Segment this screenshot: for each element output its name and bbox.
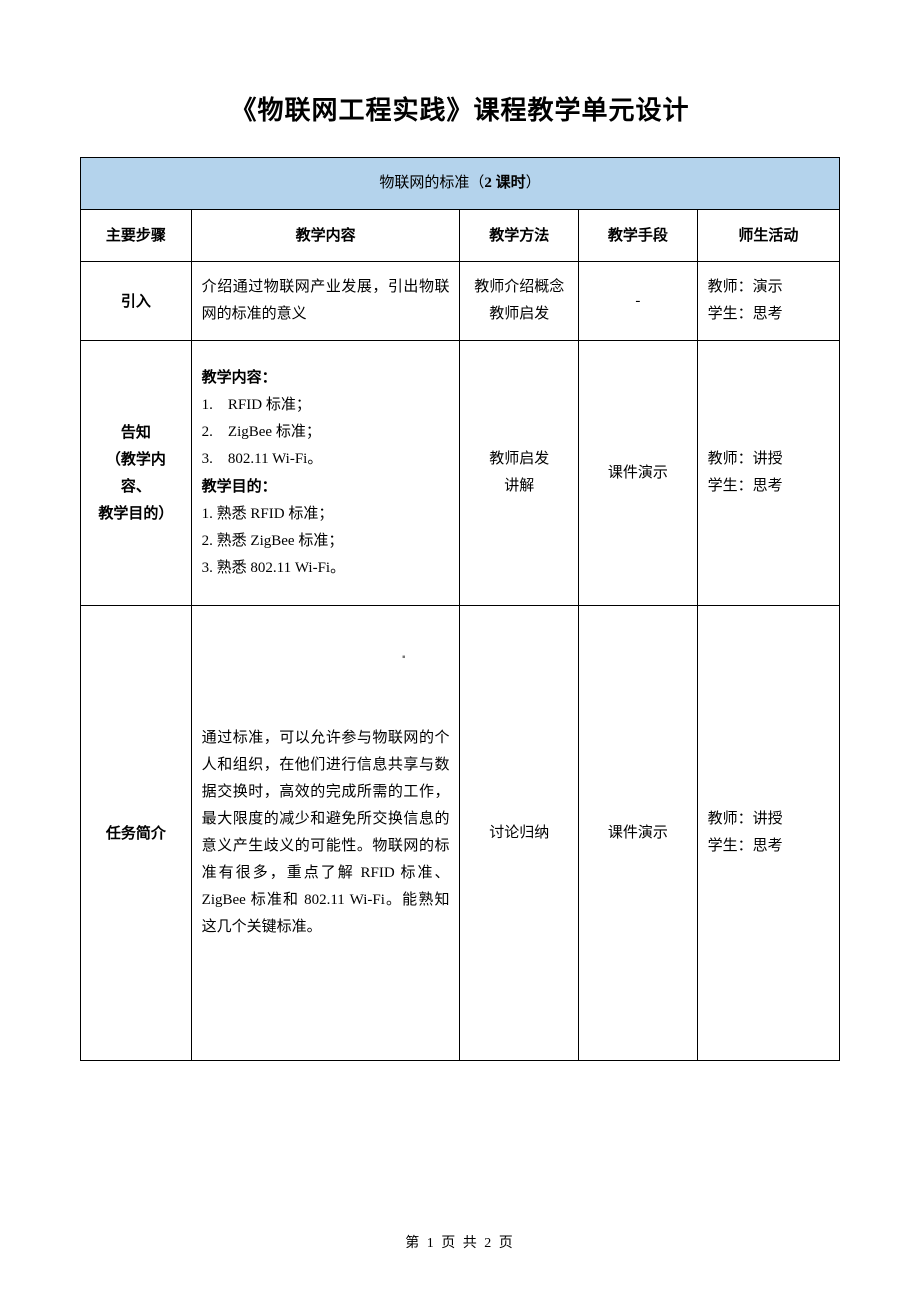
step-cell: 任务简介: [81, 606, 192, 1061]
method-line: 教师启发: [489, 306, 549, 322]
method-cell: 教师介绍概念 教师启发: [460, 262, 579, 341]
content-label: 教学目的：: [202, 478, 277, 495]
page-title: 《物联网工程实践》课程教学单元设计: [80, 90, 840, 127]
col-content: 教学内容: [191, 210, 460, 262]
activity-line: 学生：思考: [708, 478, 783, 494]
method-cell: 教师启发 讲解: [460, 341, 579, 606]
content-item: 1. RFID 标准；: [202, 392, 450, 419]
step-line: 告知: [121, 424, 151, 441]
content-item: 1. 熟悉 RFID 标准；: [202, 501, 450, 528]
table-row: 任务简介 通过标准，可以允许参与物联网的个人和组织，在他们进行信息共享与数据交换…: [81, 606, 840, 1061]
content-item: 3. 802.11 Wi-Fi。: [202, 446, 450, 473]
lesson-table: 物联网的标准（2 课时） 主要步骤 教学内容 教学方法 教学手段 师生活动 引入…: [80, 157, 840, 1061]
method-line: 教师介绍概念: [474, 279, 564, 295]
method-line: 讨论归纳: [489, 825, 549, 841]
content-item: 2. 熟悉 ZigBee 标准；: [202, 528, 450, 555]
section-prefix: 物联网的标准（: [379, 175, 484, 191]
method-cell: 讨论归纳: [460, 606, 579, 1061]
section-hours: 2 课时: [484, 175, 525, 191]
step-cell: 告知 （教学内容、 教学目的）: [81, 341, 192, 606]
activity-cell: 教师：讲授 学生：思考: [697, 341, 839, 606]
activity-line: 教师：讲授: [708, 451, 783, 467]
col-step: 主要步骤: [81, 210, 192, 262]
content-item: 2. ZigBee 标准；: [202, 419, 450, 446]
step-line: （教学内容、: [106, 451, 166, 495]
column-header-row: 主要步骤 教学内容 教学方法 教学手段 师生活动: [81, 210, 840, 262]
step-cell: 引入: [81, 262, 192, 341]
section-suffix: ）: [526, 175, 541, 191]
col-means: 教学手段: [579, 210, 698, 262]
activity-line: 学生：思考: [708, 838, 783, 854]
section-header-cell: 物联网的标准（2 课时）: [81, 158, 840, 210]
means-cell: -: [579, 262, 698, 341]
step-line: 教学目的）: [98, 505, 173, 522]
page-footer: 第 1 页 共 2 页: [0, 1232, 920, 1252]
section-header-row: 物联网的标准（2 课时）: [81, 158, 840, 210]
dot-marker: ▪: [402, 652, 406, 663]
activity-line: 教师：讲授: [708, 811, 783, 827]
content-label: 教学内容：: [202, 369, 277, 386]
content-item: 3. 熟悉 802.11 Wi-Fi。: [202, 555, 450, 582]
activity-line: 学生：思考: [708, 306, 783, 322]
method-line: 讲解: [504, 478, 534, 494]
col-method: 教学方法: [460, 210, 579, 262]
activity-cell: 教师：讲授 学生：思考: [697, 606, 839, 1061]
means-cell: 课件演示: [579, 341, 698, 606]
table-row: 告知 （教学内容、 教学目的） 教学内容： 1. RFID 标准； 2. Zig…: [81, 341, 840, 606]
activity-cell: 教师：演示 学生：思考: [697, 262, 839, 341]
col-activity: 师生活动: [697, 210, 839, 262]
table-row: 引入 介绍通过物联网产业发展，引出物联网的标准的意义 教师介绍概念 教师启发 -…: [81, 262, 840, 341]
means-cell: 课件演示: [579, 606, 698, 1061]
activity-line: 教师：演示: [708, 279, 783, 295]
content-cell: 介绍通过物联网产业发展，引出物联网的标准的意义: [191, 262, 460, 341]
method-line: 教师启发: [489, 451, 549, 467]
document-page: 《物联网工程实践》课程教学单元设计 物联网的标准（2 课时） 主要步骤 教学内容…: [0, 0, 920, 1302]
content-cell: 教学内容： 1. RFID 标准； 2. ZigBee 标准； 3. 802.1…: [191, 341, 460, 606]
content-cell: 通过标准，可以允许参与物联网的个人和组织，在他们进行信息共享与数据交换时，高效的…: [191, 606, 460, 1061]
